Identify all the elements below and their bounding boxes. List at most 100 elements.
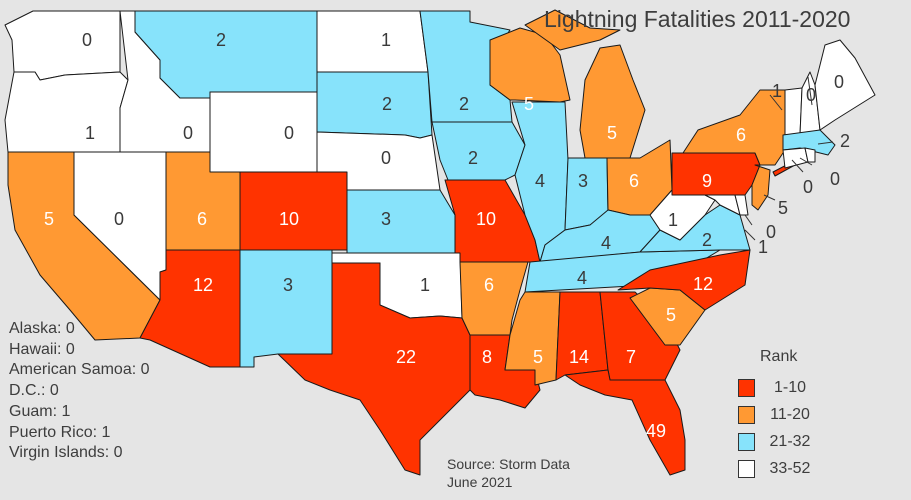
state-north-carolina xyxy=(617,249,751,311)
source-date: June 2021 xyxy=(447,474,513,490)
state-michigan-up xyxy=(524,9,621,51)
label-ks: 3 xyxy=(381,209,391,229)
label-me: 0 xyxy=(834,72,844,92)
territory-american-samoa: American Samoa: 0 xyxy=(9,361,150,379)
legend: Rank 1-10 11-20 21-32 33-52 xyxy=(738,348,813,482)
legend-item-rank-33-52: 33-52 xyxy=(738,455,813,482)
label-ct: 0 xyxy=(803,177,813,197)
label-al: 14 xyxy=(569,347,589,367)
leader-line-nj xyxy=(763,194,776,201)
state-arkansas xyxy=(459,261,529,336)
state-maine xyxy=(814,39,876,131)
label-co: 10 xyxy=(279,209,299,229)
legend-label: 11-20 xyxy=(770,405,810,423)
leader-line-ct xyxy=(791,159,804,173)
label-or: 1 xyxy=(85,123,95,143)
leader-line-nh xyxy=(807,76,813,106)
source-note: Source: Storm Data June 2021 xyxy=(447,455,570,491)
label-ga: 7 xyxy=(626,347,636,367)
label-nv: 0 xyxy=(114,209,124,229)
label-fl: 49 xyxy=(646,421,666,441)
label-ky: 4 xyxy=(601,233,611,253)
label-wi: 5 xyxy=(524,94,534,114)
territory-guam: Guam: 1 xyxy=(9,402,71,420)
label-mt: 2 xyxy=(216,30,226,50)
territory-puerto-rico: Puerto Rico: 1 xyxy=(9,423,111,441)
legend-title: Rank xyxy=(760,348,798,365)
label-sd: 2 xyxy=(382,94,392,114)
legend-label: 1-10 xyxy=(773,378,807,396)
label-ms: 5 xyxy=(533,347,543,367)
label-ut: 6 xyxy=(197,209,207,229)
leader-line-de xyxy=(744,214,753,226)
label-nj: 5 xyxy=(778,198,788,218)
state-oregon xyxy=(4,71,129,153)
label-oh: 6 xyxy=(629,171,639,191)
state-texas xyxy=(277,262,471,476)
legend-item-rank-21-32: 21-32 xyxy=(738,428,813,455)
state-pennsylvania xyxy=(671,152,761,196)
legend-label: 33-52 xyxy=(769,459,811,477)
legend-label: 21-32 xyxy=(769,432,811,450)
label-nh: 0 xyxy=(806,85,816,105)
label-wy: 0 xyxy=(284,123,294,143)
label-ri: 0 xyxy=(830,169,840,189)
state-wyoming xyxy=(209,91,318,173)
state-north-dakota xyxy=(316,10,429,73)
state-south-dakota xyxy=(316,71,433,139)
label-wv: 1 xyxy=(668,210,678,230)
label-in: 3 xyxy=(578,171,588,191)
state-iowa xyxy=(431,121,526,181)
state-kansas xyxy=(346,189,456,254)
state-rhode-island xyxy=(804,147,816,163)
state-connecticut xyxy=(782,147,809,169)
state-new-jersey xyxy=(751,164,771,211)
label-mo: 10 xyxy=(476,209,496,229)
territory-virgin-islands: Virgin Islands: 0 xyxy=(9,444,123,462)
leader-line-ri xyxy=(799,157,813,166)
label-ne: 0 xyxy=(381,148,391,168)
state-washington xyxy=(4,10,121,81)
label-ca: 5 xyxy=(44,209,54,229)
leader-line-ma xyxy=(817,141,834,145)
label-nm: 3 xyxy=(283,275,293,295)
state-vermont xyxy=(784,87,803,136)
label-nd: 1 xyxy=(381,30,391,50)
label-az: 12 xyxy=(193,275,213,295)
legend-swatch-white xyxy=(738,459,755,478)
legend-swatch-blue xyxy=(738,432,755,451)
label-va: 2 xyxy=(702,230,712,250)
label-ok: 1 xyxy=(420,275,430,295)
state-michigan xyxy=(579,44,646,159)
territory-alaska: Alaska: 0 xyxy=(9,320,75,337)
label-md: 1 xyxy=(758,237,768,257)
territory-hawaii: Hawaii: 0 xyxy=(9,340,75,358)
state-alabama xyxy=(555,291,609,381)
label-ar: 6 xyxy=(484,275,494,295)
legend-swatch-orange xyxy=(738,405,755,424)
label-vt: 1 xyxy=(772,81,782,101)
label-ia: 2 xyxy=(468,148,478,168)
leader-line-vt xyxy=(769,94,783,111)
label-mi: 5 xyxy=(607,123,617,143)
label-mn: 2 xyxy=(459,94,469,114)
legend-item-rank-11-20: 11-20 xyxy=(738,401,813,428)
label-tn: 4 xyxy=(577,268,587,288)
label-id: 0 xyxy=(183,123,193,143)
territories-list: Alaska: 0 Hawaii: 0 American Samoa: 0 D.… xyxy=(9,319,150,464)
source-line: Source: Storm Data xyxy=(447,456,570,472)
label-la: 8 xyxy=(482,347,492,367)
legend-swatch-red xyxy=(738,378,755,397)
label-wa: 0 xyxy=(82,30,92,50)
label-ma: 2 xyxy=(840,131,850,151)
state-new-mexico xyxy=(239,249,333,368)
map-title: Lightning Fatalities 2011-2020 xyxy=(544,6,851,32)
state-florida xyxy=(564,369,686,476)
label-ny: 6 xyxy=(736,125,746,145)
label-nc: 12 xyxy=(693,274,713,294)
label-tx: 22 xyxy=(396,347,416,367)
label-de: 0 xyxy=(766,222,776,242)
territory-dc: D.C.: 0 xyxy=(9,382,59,400)
label-il: 4 xyxy=(535,171,545,191)
